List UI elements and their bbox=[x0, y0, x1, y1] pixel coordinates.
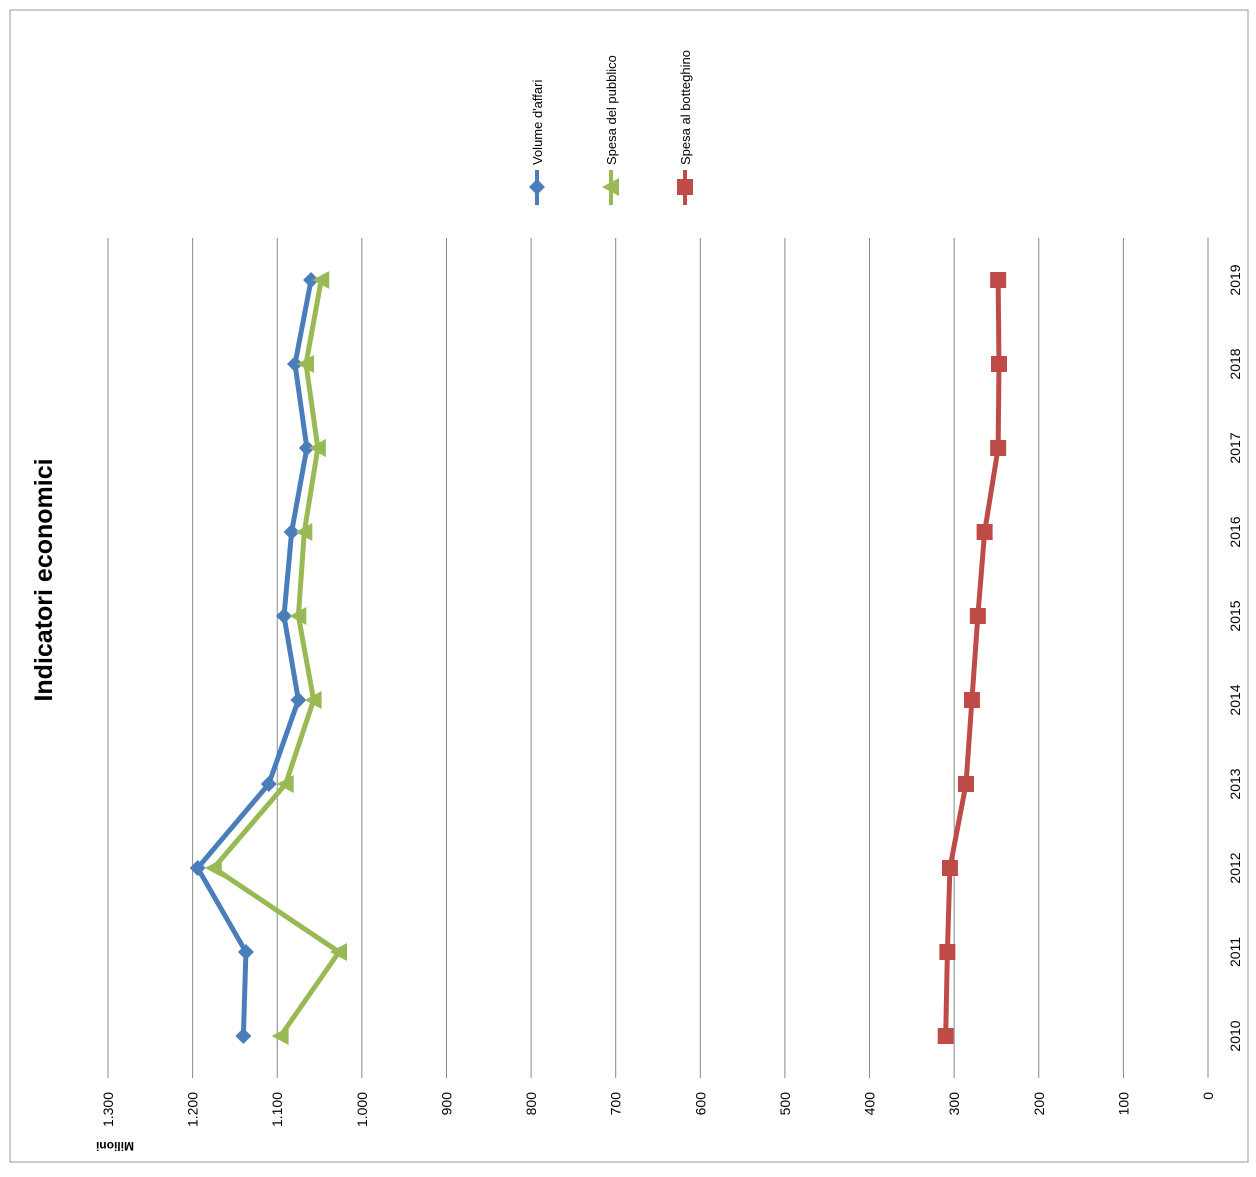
x-tick-label: 2018 bbox=[1227, 348, 1243, 379]
point bbox=[189, 860, 206, 876]
point bbox=[298, 440, 315, 456]
y-tick-label: 700 bbox=[608, 1092, 624, 1116]
y-tick-label: 400 bbox=[862, 1092, 878, 1116]
x-tick-label: 2011 bbox=[1227, 937, 1243, 967]
point bbox=[276, 608, 292, 624]
point bbox=[958, 776, 974, 792]
point bbox=[304, 691, 322, 709]
point bbox=[937, 1028, 954, 1044]
legend-label: Volume d'affari bbox=[530, 80, 545, 165]
point bbox=[308, 439, 326, 457]
y-tick-label: 600 bbox=[692, 1092, 708, 1116]
y-tick-label: 100 bbox=[1115, 1092, 1131, 1116]
point bbox=[287, 356, 303, 372]
x-tick-label: 2010 bbox=[1227, 1020, 1243, 1051]
y-tick-label: 900 bbox=[438, 1092, 454, 1116]
point bbox=[976, 524, 993, 540]
legend-label: Spesa al botteghino bbox=[678, 50, 693, 165]
point bbox=[295, 523, 313, 541]
point bbox=[602, 178, 619, 196]
point bbox=[677, 179, 693, 195]
line bbox=[211, 279, 342, 1038]
x-tick-label: 2017 bbox=[1227, 432, 1243, 463]
chart-title: Indicatori economici bbox=[30, 458, 58, 701]
point bbox=[204, 859, 222, 877]
axis-title: Milioni bbox=[96, 1139, 134, 1153]
line bbox=[195, 279, 314, 1037]
point bbox=[963, 692, 980, 708]
y-tick-label: 1.200 bbox=[185, 1092, 201, 1127]
point bbox=[303, 272, 320, 288]
point bbox=[529, 179, 545, 195]
x-tick-label: 2016 bbox=[1227, 516, 1243, 547]
point bbox=[941, 860, 958, 876]
point bbox=[237, 944, 254, 960]
point bbox=[260, 776, 277, 792]
point bbox=[330, 943, 347, 961]
point bbox=[990, 272, 1007, 288]
y-tick-label: 500 bbox=[777, 1092, 793, 1116]
y-tick-label: 1.000 bbox=[354, 1092, 370, 1127]
x-tick-label: 2013 bbox=[1227, 768, 1243, 799]
x-tick-label: 2019 bbox=[1227, 264, 1243, 295]
point bbox=[297, 355, 314, 373]
line bbox=[943, 279, 1002, 1037]
y-tick-label: 1.100 bbox=[269, 1092, 285, 1127]
point bbox=[990, 440, 1007, 456]
point bbox=[271, 1027, 289, 1045]
y-tick-label: 800 bbox=[523, 1092, 539, 1116]
point bbox=[276, 775, 294, 793]
x-tick-label: 2014 bbox=[1227, 684, 1243, 715]
point bbox=[290, 692, 307, 708]
y-tick-label: 0 bbox=[1200, 1092, 1216, 1100]
point bbox=[289, 607, 307, 625]
x-tick-label: 2012 bbox=[1227, 852, 1243, 883]
legend-label: Spesa del pubblico bbox=[604, 55, 619, 165]
point bbox=[939, 944, 956, 960]
point bbox=[991, 356, 1007, 372]
y-tick-label: 1.300 bbox=[100, 1092, 116, 1127]
point bbox=[312, 271, 330, 289]
point bbox=[969, 608, 986, 624]
y-tick-label: 200 bbox=[1031, 1092, 1047, 1116]
point bbox=[283, 524, 300, 540]
y-tick-label: 300 bbox=[946, 1092, 962, 1116]
x-tick-label: 2015 bbox=[1227, 600, 1243, 631]
chart-frame bbox=[9, 9, 1249, 1163]
point bbox=[235, 1028, 252, 1044]
